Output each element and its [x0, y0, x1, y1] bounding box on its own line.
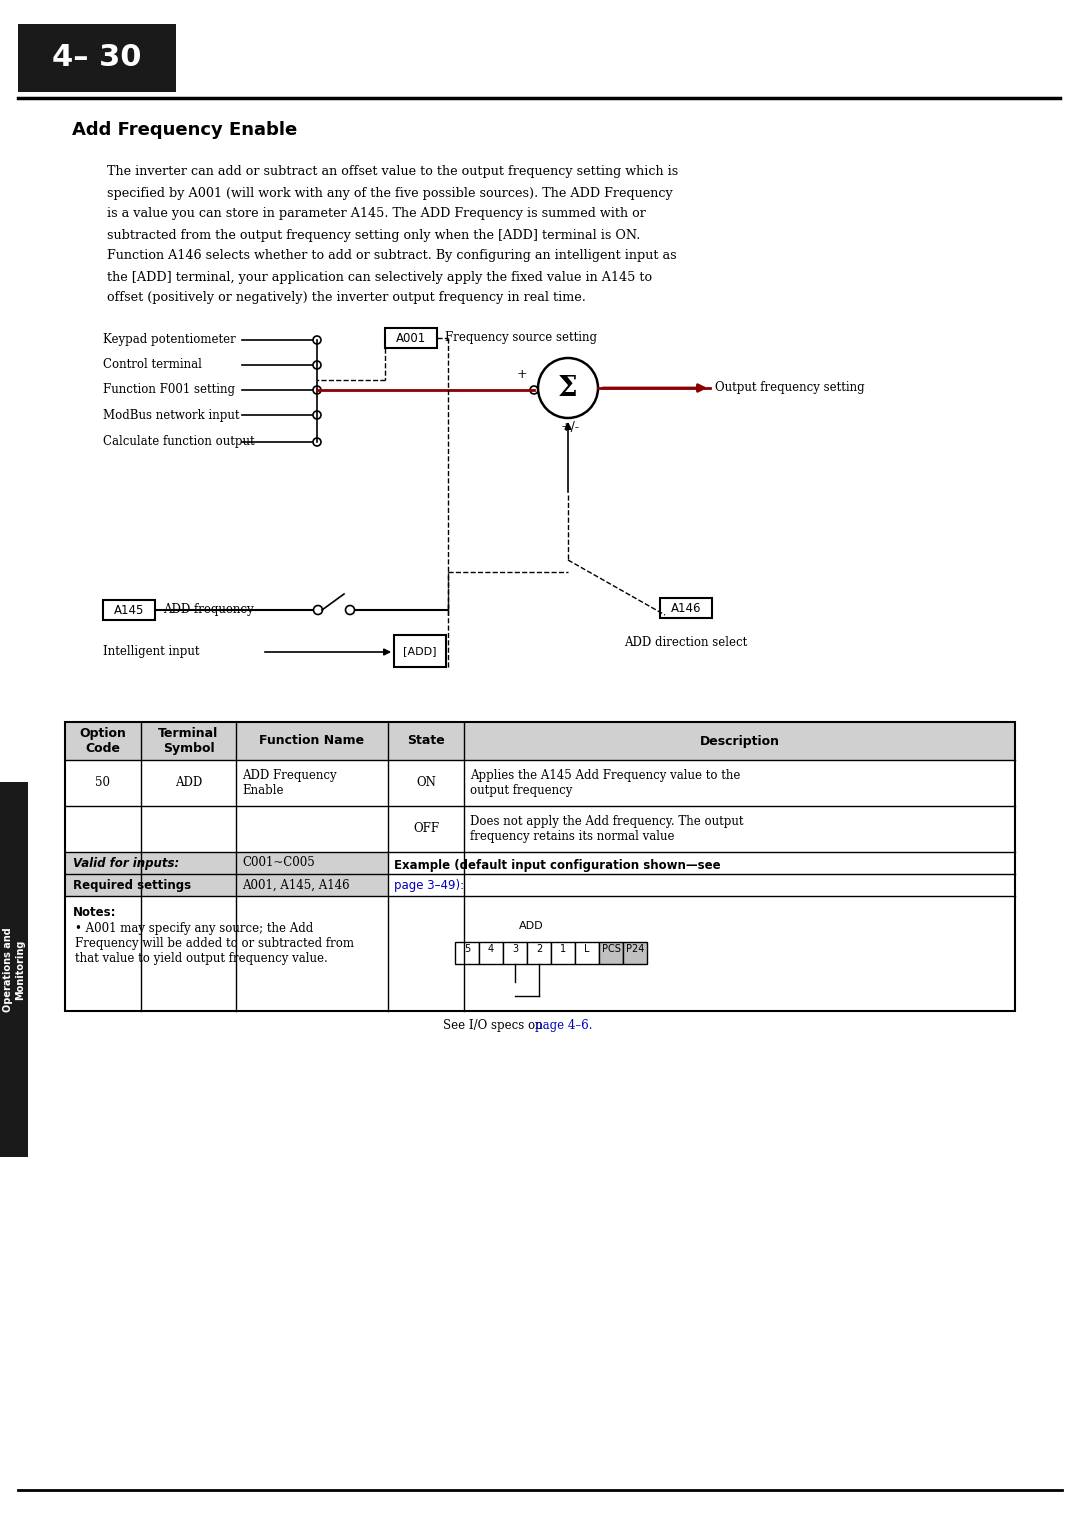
Text: L: L [584, 943, 590, 954]
Text: ADD Frequency
Enable: ADD Frequency Enable [242, 769, 337, 798]
Bar [480, 942, 503, 963]
Text: Does not apply the Add frequency. The output
frequency retains its normal value: Does not apply the Add frequency. The ou… [470, 815, 743, 844]
Bar [65, 723, 1015, 1011]
Text: Keypad potentiometer: Keypad potentiometer [103, 333, 235, 347]
Text: Applies the A145 Add Frequency value to the
output frequency: Applies the A145 Add Frequency value to … [470, 769, 741, 798]
Text: 4– 30: 4– 30 [52, 43, 141, 72]
Bar [65, 896, 388, 1011]
Text: P24: P24 [625, 943, 644, 954]
Text: [ADD]: [ADD] [403, 646, 436, 657]
Bar [65, 805, 1015, 851]
Text: ON: ON [416, 776, 436, 790]
Bar [18, 25, 176, 92]
Text: PCS: PCS [602, 943, 620, 954]
Text: State: State [407, 735, 445, 747]
Text: A146: A146 [671, 601, 701, 615]
Bar [384, 328, 437, 348]
Text: Description: Description [700, 735, 780, 747]
Text: Σ: Σ [558, 374, 578, 402]
Text: Intelligent input: Intelligent input [103, 646, 200, 658]
Text: Function A146 selects whether to add or subtract. By configuring an intelligent : Function A146 selects whether to add or … [107, 250, 677, 262]
Text: 3: 3 [512, 943, 518, 954]
Bar [65, 874, 388, 896]
Bar [0, 782, 28, 1157]
Text: ADD: ADD [175, 776, 202, 790]
Text: offset (positively or negatively) the inverter output frequency in real time.: offset (positively or negatively) the in… [107, 291, 585, 305]
Bar [551, 942, 575, 963]
Text: Frequency source setting: Frequency source setting [445, 331, 597, 345]
Text: Example (default input configuration shown—see: Example (default input configuration sho… [394, 859, 720, 871]
Text: 4: 4 [488, 943, 494, 954]
Bar [394, 635, 446, 667]
Text: 1: 1 [559, 943, 566, 954]
Text: ADD direction select: ADD direction select [624, 637, 747, 649]
Text: A145: A145 [113, 603, 145, 617]
Text: See I/O specs on: See I/O specs on [443, 1019, 546, 1032]
Text: ADD: ADD [518, 920, 543, 931]
Bar [527, 942, 551, 963]
Text: Valid for inputs:: Valid for inputs: [73, 856, 179, 870]
Text: ADD frequency: ADD frequency [163, 603, 254, 617]
Bar [65, 851, 388, 874]
Bar [65, 759, 1015, 805]
Bar [103, 600, 156, 620]
Text: page 3–49):: page 3–49): [394, 879, 464, 891]
Text: OFF: OFF [413, 822, 440, 836]
Text: Operations and
Monitoring: Operations and Monitoring [3, 927, 25, 1012]
Text: 5: 5 [464, 943, 470, 954]
Text: Function Name: Function Name [259, 735, 365, 747]
Text: Required settings: Required settings [73, 879, 191, 891]
Bar [599, 942, 623, 963]
Bar [575, 942, 599, 963]
Text: A001: A001 [396, 331, 427, 345]
Text: Output frequency setting: Output frequency setting [715, 382, 865, 394]
Text: Calculate function output: Calculate function output [103, 436, 255, 448]
Text: 2: 2 [536, 943, 542, 954]
Text: 50: 50 [95, 776, 110, 790]
Text: +: + [516, 368, 527, 380]
Text: page 4–6.: page 4–6. [535, 1019, 593, 1032]
Text: subtracted from the output frequency setting only when the [ADD] terminal is ON.: subtracted from the output frequency set… [107, 229, 640, 241]
Bar [623, 942, 647, 963]
Text: Add Frequency Enable: Add Frequency Enable [72, 121, 297, 140]
Text: specified by A001 (will work with any of the five possible sources). The ADD Fre: specified by A001 (will work with any of… [107, 187, 673, 199]
Bar [455, 942, 480, 963]
Text: C001~C005: C001~C005 [242, 856, 314, 870]
Bar [660, 598, 712, 618]
Text: A001, A145, A146: A001, A145, A146 [242, 879, 350, 891]
Text: Function F001 setting: Function F001 setting [103, 384, 235, 396]
Text: +/-: +/- [561, 420, 580, 434]
Bar [503, 942, 527, 963]
Text: is a value you can store in parameter A145. The ADD Frequency is summed with or: is a value you can store in parameter A1… [107, 207, 646, 221]
Text: Notes:: Notes: [73, 907, 117, 919]
Text: the [ADD] terminal, your application can selectively apply the fixed value in A1: the [ADD] terminal, your application can… [107, 270, 652, 284]
Text: Terminal
Symbol: Terminal Symbol [159, 727, 218, 755]
Text: ModBus network input: ModBus network input [103, 408, 240, 422]
Text: The inverter can add or subtract an offset value to the output frequency setting: The inverter can add or subtract an offs… [107, 166, 678, 178]
Bar [65, 723, 1015, 759]
Text: • A001 may specify any source; the Add
Frequency will be added to or subtracted : • A001 may specify any source; the Add F… [75, 922, 354, 965]
Text: Control terminal: Control terminal [103, 359, 202, 371]
Text: Option
Code: Option Code [80, 727, 126, 755]
